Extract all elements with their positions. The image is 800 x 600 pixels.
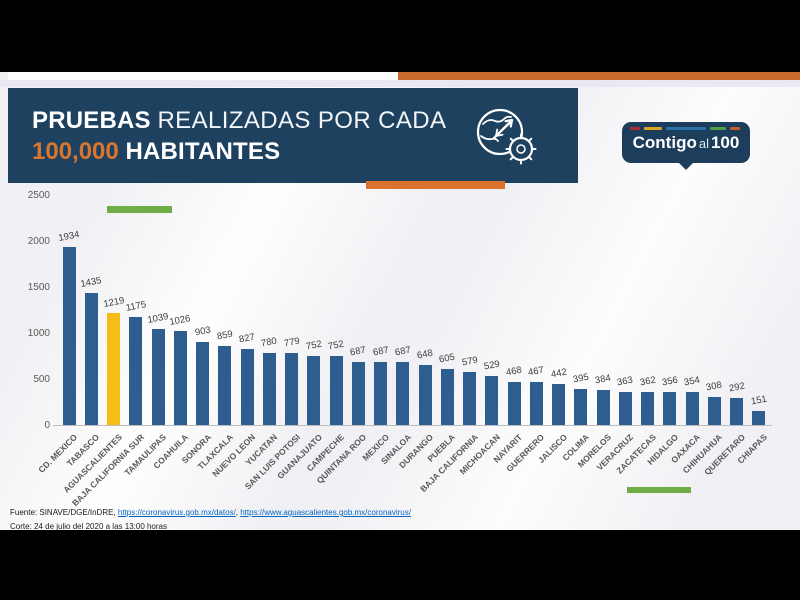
y-axis-tick: 1500 [27, 282, 50, 293]
bar [285, 353, 299, 425]
y-axis: 0 500 1000 1500 2000 2500 [8, 190, 50, 431]
bar [440, 369, 454, 425]
logo-dash [644, 127, 662, 130]
title-banner: PRUEBAS REALIZADAS POR CADA 100,000 HABI… [8, 88, 578, 183]
logo-word-contigo: Contigo [632, 133, 697, 152]
y-axis-tick: 1000 [27, 328, 50, 339]
title-rest-line1: REALIZADAS POR CADA [157, 107, 447, 134]
x-axis-line [53, 425, 772, 426]
bar [84, 292, 98, 425]
bar [552, 384, 566, 425]
bar [240, 348, 254, 425]
accent-strip-pale [0, 80, 800, 87]
y-axis-tick: 0 [44, 420, 50, 431]
logo-dash [730, 127, 740, 130]
bar-value-label: 1435 [79, 275, 103, 290]
bar [596, 389, 610, 425]
logo-text: Contigo al 100 [622, 133, 750, 153]
logo-word-100: 100 [710, 133, 740, 152]
bar [418, 365, 432, 425]
bar [351, 361, 365, 425]
green-accent-top [107, 206, 172, 213]
bar [618, 391, 632, 425]
bar [196, 341, 210, 425]
bar [218, 345, 232, 425]
y-axis-tick: 500 [33, 374, 50, 385]
bar [374, 361, 388, 425]
bar-value-label: 151 [750, 393, 768, 408]
y-axis-tick: 2000 [27, 236, 50, 247]
logo-dash [710, 127, 726, 130]
bar [752, 411, 766, 425]
globe-virus-icon [476, 108, 537, 165]
source-link-1[interactable]: https://coronavirus.gob.mx/datos/ [117, 508, 236, 517]
title-word-habitantes: HABITANTES [125, 138, 281, 165]
bar [62, 247, 76, 425]
bar-chart-plot: 1934 CD. MEXICO 1435 TABASCO 1219 AGUASCALIEN… [36, 196, 772, 508]
cutoff-date-text: Corte: 24 de julio del 2020 a las 13:00 … [10, 522, 167, 531]
bar [151, 329, 165, 425]
bar [396, 361, 410, 425]
contigo-al-100-logo: Contigo al 100 [622, 122, 750, 170]
bar [574, 388, 588, 425]
page-title: PRUEBAS REALIZADAS POR CADA 100,000 HABI… [32, 105, 446, 167]
source-link-2[interactable]: https://www.aguascalientes.gob.mx/corona… [240, 508, 411, 517]
title-number: 100,000 [32, 138, 119, 165]
logo-dash [630, 127, 640, 130]
bar [262, 353, 276, 425]
y-axis-tick: 2500 [27, 190, 50, 201]
logo-word-al: al [698, 136, 709, 151]
logo-color-dashes [622, 122, 750, 130]
bar [107, 312, 121, 425]
accent-strip-white [8, 72, 398, 80]
green-accent-bottom [627, 487, 691, 493]
bar [663, 392, 677, 425]
bar [685, 392, 699, 425]
bar [173, 330, 187, 425]
slide-content: PRUEBAS REALIZADAS POR CADA 100,000 HABI… [0, 72, 800, 531]
bar [485, 376, 499, 425]
bar [129, 316, 143, 425]
bar [529, 382, 543, 425]
source-prefix: Fuente: SINAVE/DGE/InDRE, [10, 508, 116, 517]
orange-accent-bar [366, 181, 505, 189]
bar [507, 381, 521, 425]
bar-value-label: 1934 [57, 229, 81, 244]
logo-dash [666, 127, 706, 130]
bar [463, 371, 477, 425]
accent-strip-orange [398, 72, 800, 80]
bar [307, 355, 321, 425]
source-text: Fuente: SINAVE/DGE/InDRE, https://corona… [10, 508, 411, 517]
bar [707, 396, 721, 425]
bar [641, 391, 655, 425]
letterbox-bottom [0, 530, 800, 600]
bar [730, 398, 744, 425]
title-word-pruebas: PRUEBAS [32, 107, 151, 134]
bar [329, 355, 343, 425]
source-separator: , [235, 508, 238, 517]
